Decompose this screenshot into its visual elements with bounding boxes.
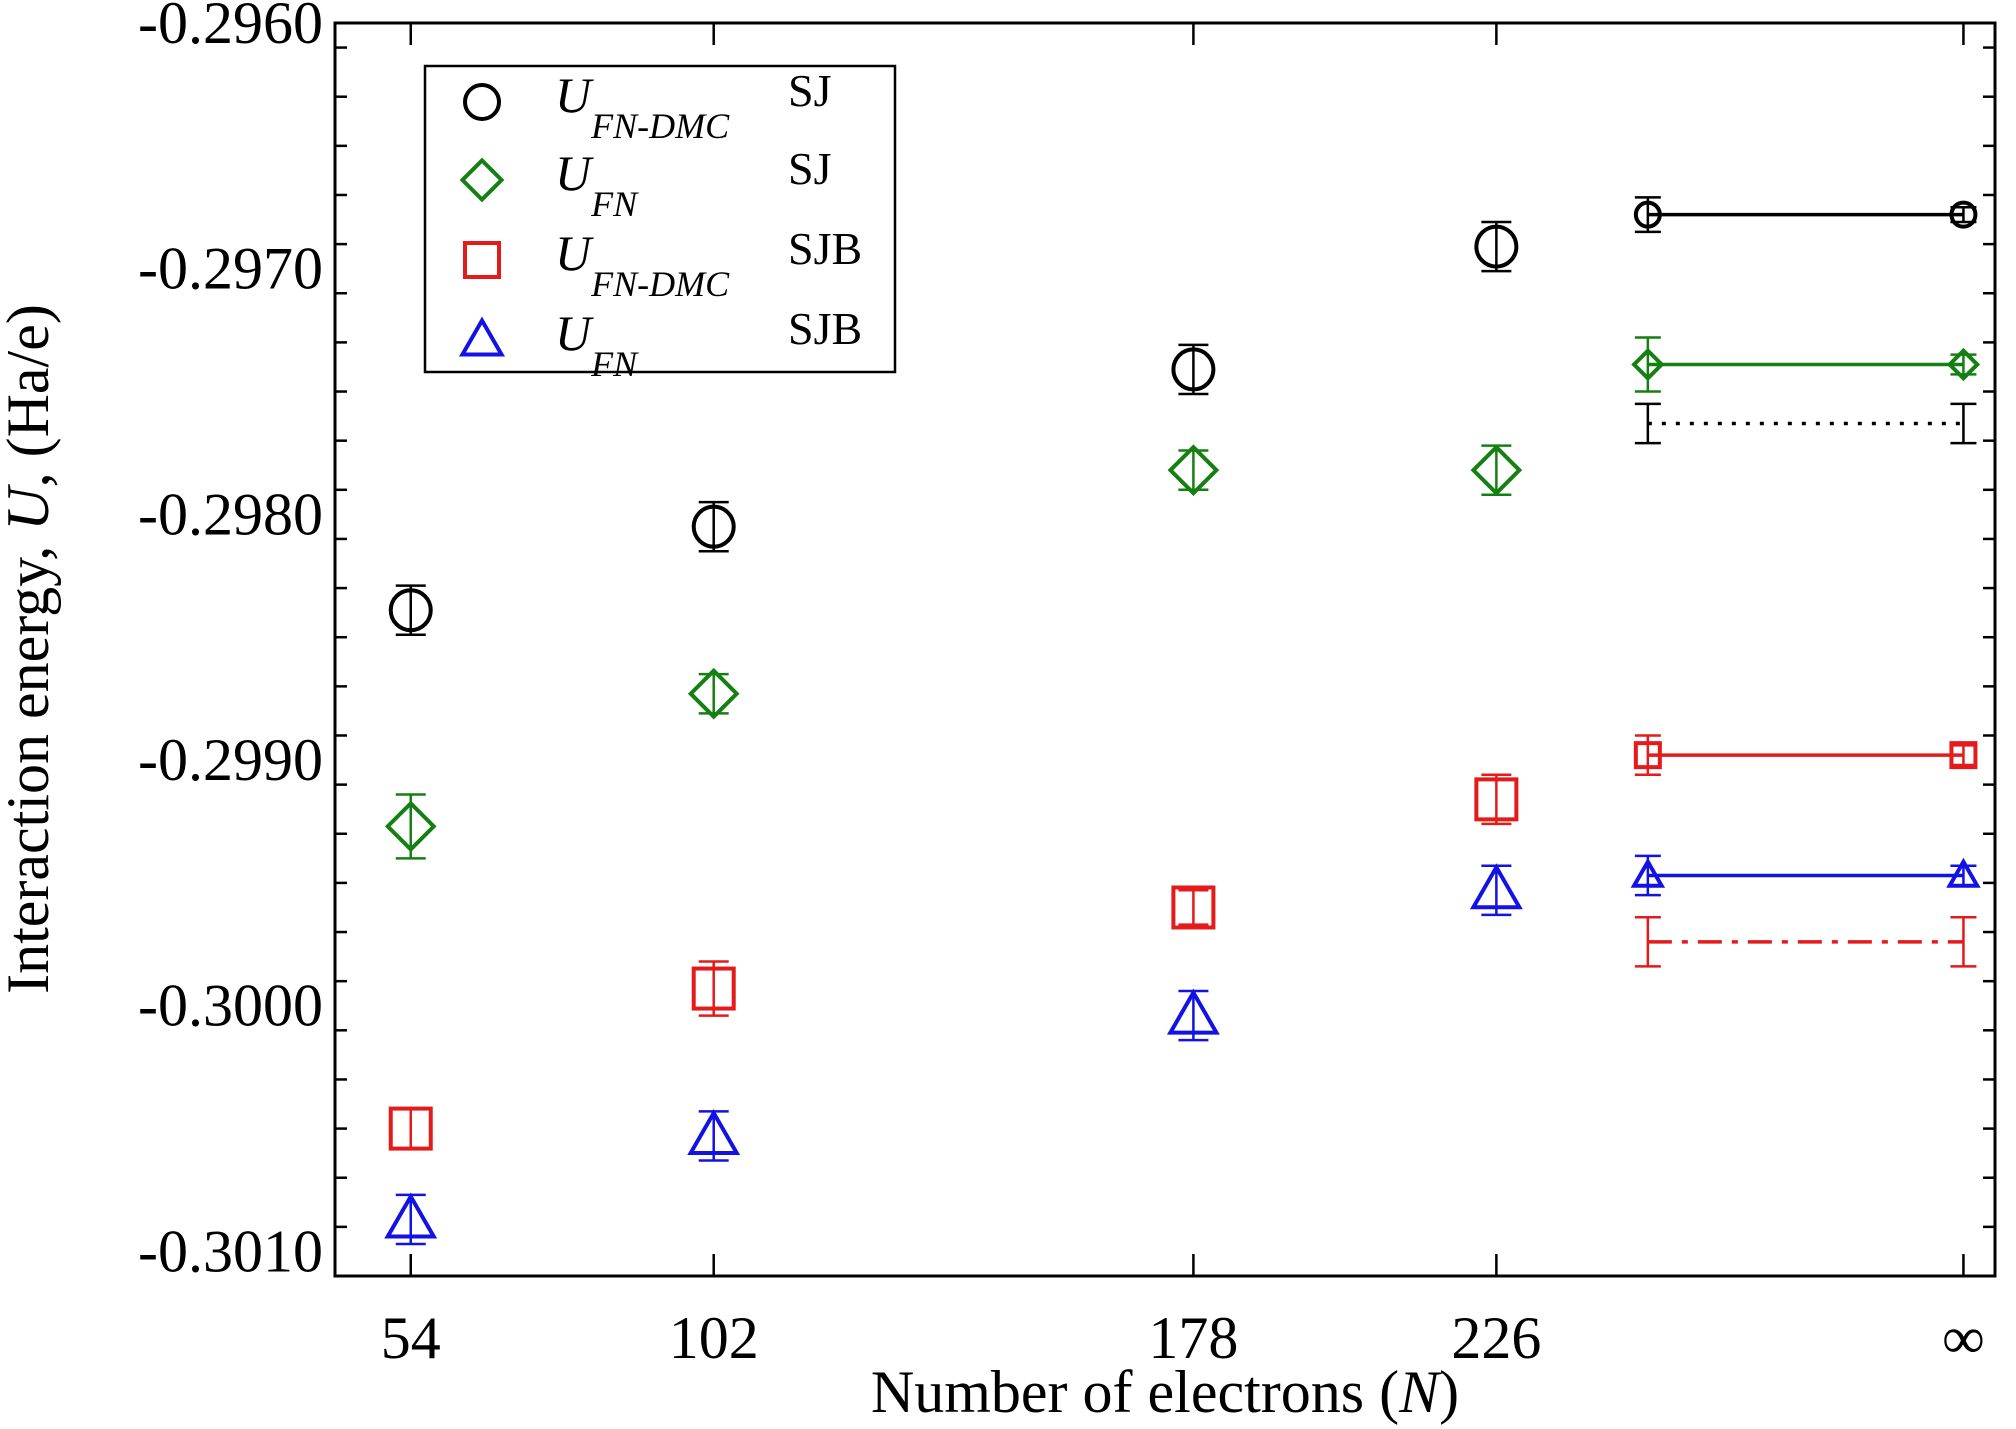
legend: UFN-DMC SJ UFN SJ UFN-DMC SJB UFN SJB — [423, 64, 897, 384]
legend-label: UFN — [555, 305, 639, 384]
legend-tag: SJB — [788, 303, 862, 354]
y-tick-label: -0.3000 — [138, 973, 323, 1039]
data-point-circle — [1949, 200, 1978, 229]
data-point-square — [388, 1106, 433, 1151]
legend-tag: SJ — [788, 65, 831, 116]
legend-marker-square — [463, 241, 501, 279]
axis-ticks — [335, 23, 1995, 1278]
data-point-square — [1633, 741, 1662, 770]
x-tick-label: ∞ — [1942, 1305, 1985, 1371]
legend-box — [423, 64, 897, 374]
y-axis-title: Interaction energy, U, (Ha/e) — [0, 304, 61, 994]
data-point-circle — [1633, 200, 1662, 229]
x-tick-label: 178 — [1148, 1305, 1238, 1371]
data-point-circle — [1171, 347, 1216, 392]
data-point-diamond — [384, 800, 437, 853]
x-tick-label: 54 — [381, 1305, 441, 1371]
data-point-diamond — [687, 667, 740, 720]
legend-marker-circle — [463, 83, 501, 121]
data-point-triangle — [687, 1108, 741, 1155]
y-tick-label: -0.3010 — [138, 1218, 323, 1284]
data-point-triangle — [384, 1192, 438, 1239]
data-point-square — [1171, 885, 1216, 930]
data-point-diamond — [1470, 444, 1523, 496]
legend-label: UFN-DMC — [555, 67, 730, 146]
data-point-square — [1474, 777, 1519, 822]
x-tick-label: 102 — [669, 1305, 759, 1371]
x-tick-labels: 54 102 178 226 ∞ — [381, 1305, 1985, 1371]
data-point-diamond — [1946, 347, 1981, 382]
legend-marker-diamond — [459, 157, 505, 203]
data-point-diamond — [1167, 444, 1220, 496]
data-point-circle — [388, 588, 433, 633]
data-point-triangle — [1166, 988, 1220, 1035]
data-point-circle — [691, 504, 736, 549]
y-tick-label: -0.2990 — [138, 727, 323, 793]
extrapolation-lines — [1634, 212, 1977, 968]
legend-tag: SJB — [788, 223, 862, 274]
legend-tag: SJ — [788, 143, 831, 194]
legend-label: UFN-DMC — [555, 225, 730, 304]
data-point-square — [1949, 741, 1978, 770]
y-tick-label: -0.2970 — [138, 236, 323, 302]
legend-label: UFN — [555, 145, 639, 224]
data-point-circle — [1474, 224, 1519, 269]
y-tick-label: -0.2980 — [138, 481, 323, 547]
x-tick-label: 226 — [1451, 1305, 1541, 1371]
data-point-triangle — [1630, 857, 1666, 888]
data-point-triangle — [1469, 863, 1523, 910]
y-tick-labels: -0.2960 -0.2970 -0.2980 -0.2990 -0.3000 -0.30… — [138, 0, 323, 1284]
y-tick-label: -0.2960 — [138, 0, 323, 56]
data-markers — [384, 196, 1981, 1246]
data-point-triangle — [1946, 857, 1981, 888]
data-point-square — [691, 966, 736, 1011]
data-point-diamond — [1631, 347, 1665, 382]
x-axis-title: Number of electrons (N) — [871, 1359, 1459, 1425]
legend-marker-triangle — [458, 316, 506, 357]
plot-frame — [333, 21, 1997, 1278]
